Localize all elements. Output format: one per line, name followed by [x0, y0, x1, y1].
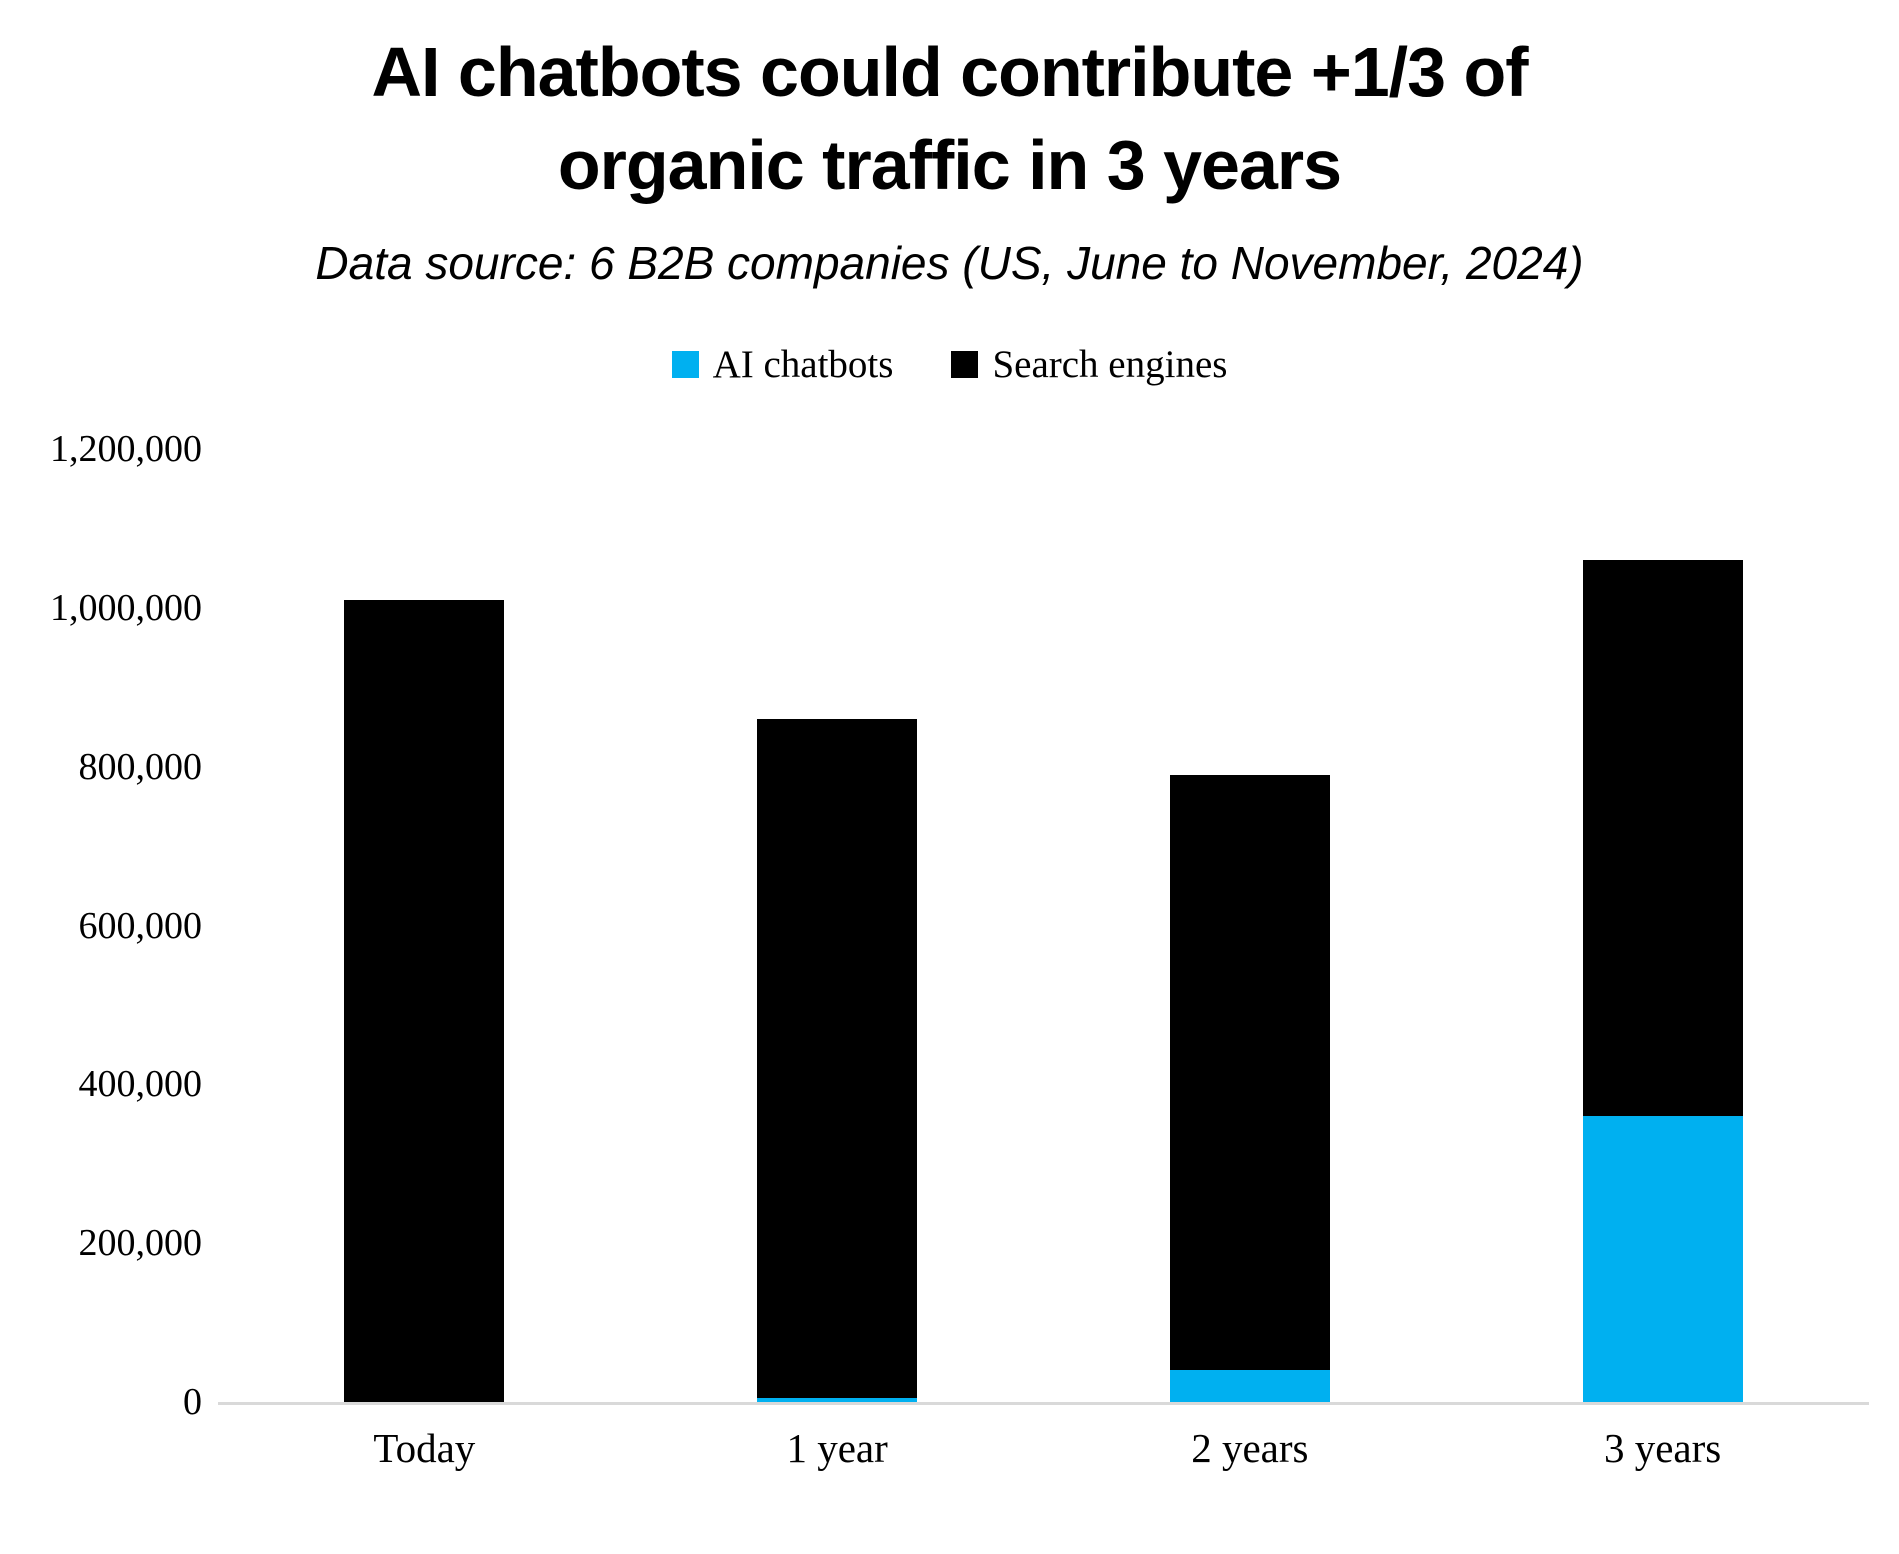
- legend-item-search-engines: Search engines: [951, 342, 1227, 387]
- legend-swatch-search-engines: [951, 351, 979, 378]
- bar-3-years: [1582, 449, 1743, 1402]
- y-axis-label: 200,000: [78, 1222, 203, 1265]
- chart-subtitle: Data source: 6 B2B companies (US, June t…: [315, 237, 1584, 289]
- x-axis-label-today: Today: [373, 1425, 476, 1471]
- y-axis-label: 800,000: [78, 745, 203, 788]
- chart-title-line1: AI chatbots could contribute +1/3 of: [371, 33, 1528, 111]
- x-axis-label-3-years: 3 years: [1603, 1425, 1722, 1471]
- legend-swatch-ai-chatbots: [671, 351, 699, 378]
- legend-label: Search engines: [992, 343, 1228, 386]
- bar-today: [344, 449, 505, 1402]
- legend-item-ai-chatbots: AI chatbots: [671, 342, 894, 387]
- bar-1-year: [757, 449, 918, 1402]
- bar-segment-3-years-ai-chatbots: [1582, 1116, 1743, 1402]
- bar-slot-2-years: [1044, 449, 1457, 1402]
- y-axis-label: 400,000: [78, 1063, 203, 1106]
- plot-area: [218, 449, 1869, 1405]
- y-axis-label: 1,200,000: [50, 428, 202, 470]
- chart-title: AI chatbots could contribute +1/3 of org…: [0, 26, 1899, 212]
- bar-segment-today-search-engines: [344, 599, 505, 1402]
- bar-segment-2-years-search-engines: [1169, 774, 1330, 1371]
- y-axis: 1,200,000 1,000,000 800,000 600,000 400,000 2…: [0, 428, 218, 1423]
- legend-label: AI chatbots: [712, 343, 894, 386]
- legend: AI chatbots Search engines: [0, 342, 1899, 387]
- bar-slot-today: [218, 449, 631, 1402]
- bar-slot-1-year: [631, 449, 1044, 1402]
- y-axis-label: 0: [183, 1381, 202, 1423]
- bar-segment-1-year-ai-chatbots: [757, 1398, 918, 1402]
- bar-segment-1-year-search-engines: [757, 719, 918, 1399]
- y-axis-label: 600,000: [78, 904, 203, 947]
- y-axis-label: 1,000,000: [50, 586, 202, 629]
- bar-2-years: [1169, 449, 1330, 1402]
- x-axis: Today 1 year 2 years 3 years: [218, 1424, 1869, 1472]
- bar-segment-3-years-search-engines: [1582, 560, 1743, 1117]
- x-axis-label-1-year: 1 year: [786, 1425, 888, 1471]
- chart-header: AI chatbots could contribute +1/3 of org…: [0, 26, 1899, 290]
- bar-segment-2-years-ai-chatbots: [1169, 1370, 1330, 1402]
- chart-title-line2: organic traffic in 3 years: [557, 126, 1342, 204]
- chart: 1,200,000 1,000,000 800,000 600,000 400,000 2…: [0, 428, 1899, 1472]
- bar-slot-3-years: [1456, 449, 1869, 1402]
- x-axis-label-2-years: 2 years: [1191, 1425, 1309, 1471]
